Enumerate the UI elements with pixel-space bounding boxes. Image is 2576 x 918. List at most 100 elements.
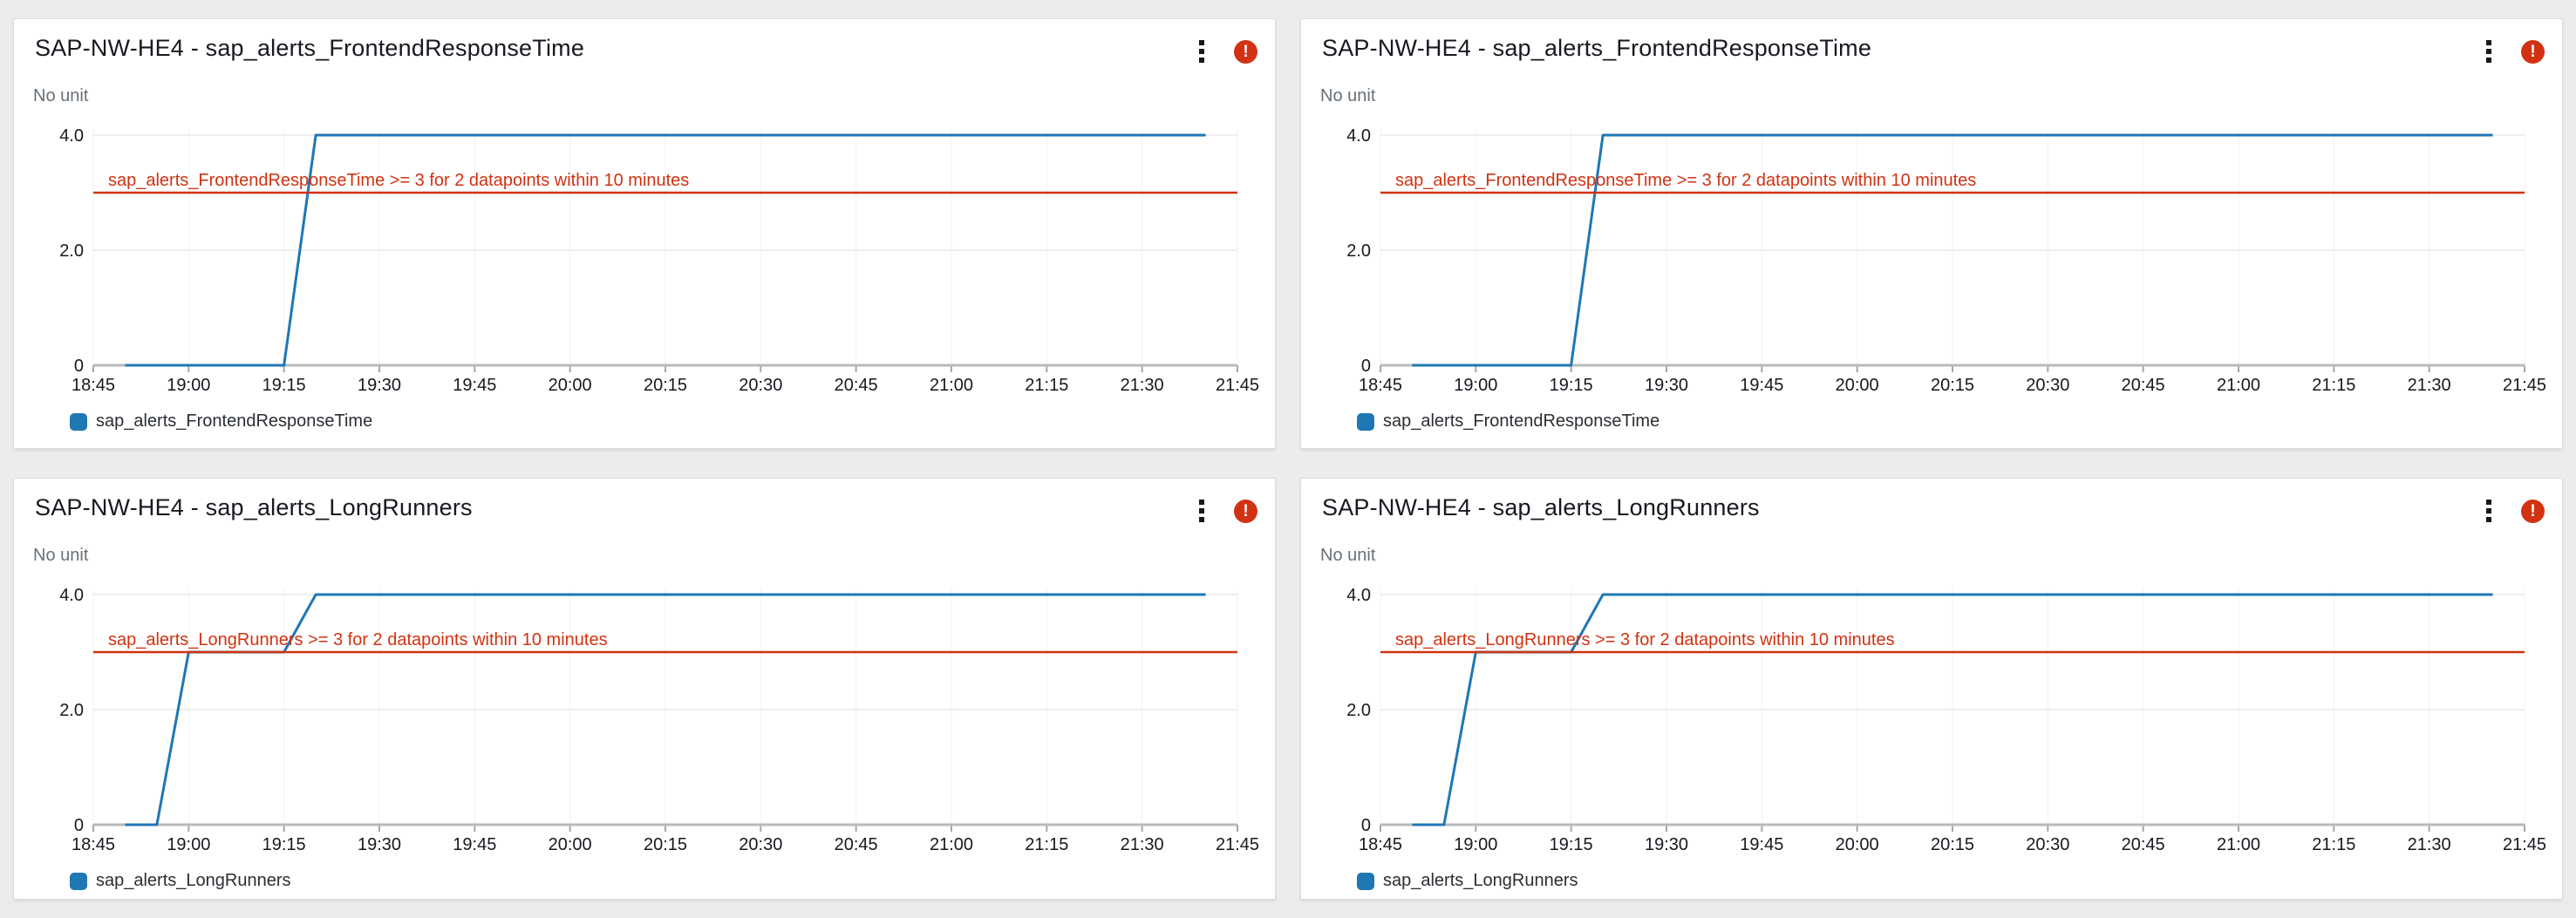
x-tick-label: 19:00 [167, 376, 210, 395]
legend-item[interactable]: sap_alerts_LongRunners [70, 871, 291, 891]
alarm-threshold-label: sap_alerts_LongRunners >= 3 for 2 datapo… [108, 630, 608, 649]
x-tick-label: 20:00 [1836, 376, 1879, 395]
kebab-dot [1199, 58, 1204, 63]
alarm-threshold-label: sap_alerts_FrontendResponseTime >= 3 for… [1395, 171, 1976, 190]
x-tick-label: 19:30 [1645, 835, 1688, 854]
axis-tick-labels: 18:45 19:00 19:15 19:30 19:45 20:00 20:15 20:30… [59, 586, 1259, 854]
x-tick-label: 20:15 [1931, 376, 1974, 395]
alarm-exclamation-glyph: ! [2530, 501, 2536, 520]
timeseries-chart[interactable]: 18:45 19:00 19:15 19:30 19:45 20:00 20:15 20:30… [24, 573, 1267, 857]
x-tick-label: 21:00 [930, 376, 973, 395]
alarm-exclamation-glyph: ! [2530, 42, 2536, 61]
widget-header: SAP-NW-HE4 - sap_alerts_LongRunners ! [1301, 479, 2562, 526]
legend-label: sap_alerts_FrontendResponseTime [1383, 411, 1660, 431]
alarm-error-icon[interactable]: ! [1234, 499, 1257, 523]
x-tick-label: 20:15 [644, 376, 687, 395]
alarm-exclamation-glyph: ! [1243, 501, 1249, 520]
x-tick-label: 21:00 [930, 835, 973, 854]
x-tick-label: 19:00 [1454, 376, 1497, 395]
x-tick-label: 21:45 [1216, 376, 1259, 395]
x-tick-label: 19:30 [358, 835, 401, 854]
widget-header-icons: ! [1196, 496, 1266, 526]
chart-legend: sap_alerts_LongRunners [1357, 871, 2562, 891]
x-tick-label: 20:30 [2026, 835, 2069, 854]
x-tick-label: 20:45 [835, 376, 878, 395]
widget-title: SAP-NW-HE4 - sap_alerts_FrontendResponse… [35, 35, 585, 61]
metric-widget-panel: SAP-NW-HE4 - sap_alerts_FrontendResponse… [13, 18, 1276, 449]
y-tick-label: 4.0 [59, 586, 84, 605]
x-tick-label: 19:15 [262, 376, 306, 395]
x-tick-label: 21:45 [1216, 835, 1259, 854]
x-tick-label: 20:30 [2026, 376, 2069, 395]
x-tick-label: 21:00 [2217, 835, 2260, 854]
x-tick-label: 20:00 [1836, 835, 1879, 854]
x-axis [92, 823, 1238, 832]
x-tick-label: 18:45 [1359, 376, 1402, 395]
x-tick-label: 19:15 [1550, 376, 1593, 395]
axis-tick-labels: 18:45 19:00 19:15 19:30 19:45 20:00 20:15 20:30… [1346, 586, 2546, 854]
legend-label: sap_alerts_LongRunners [96, 871, 291, 890]
metric-series-line [1412, 133, 2493, 367]
chart-legend: sap_alerts_FrontendResponseTime [70, 411, 1275, 432]
x-tick-label: 21:15 [1025, 376, 1068, 395]
widget-title: SAP-NW-HE4 - sap_alerts_FrontendResponse… [1322, 35, 1872, 61]
y-tick-label: 4.0 [1346, 126, 1371, 146]
x-tick-label: 21:30 [2408, 835, 2451, 854]
x-tick-label: 20:15 [1931, 835, 1974, 854]
axis-tick-labels: 18:45 19:00 19:15 19:30 19:45 20:00 20:15 20:30… [59, 126, 1259, 395]
kebab-menu-icon[interactable] [2483, 37, 2495, 66]
timeseries-chart[interactable]: 18:45 19:00 19:15 19:30 19:45 20:00 20:15 20:30… [1312, 573, 2554, 857]
y-tick-label: 4.0 [1346, 586, 1371, 605]
x-tick-label: 20:00 [549, 835, 592, 854]
kebab-dot [1199, 517, 1204, 522]
y-tick-label: 2.0 [59, 241, 84, 261]
x-tick-label: 20:30 [739, 376, 782, 395]
kebab-menu-icon[interactable] [2483, 496, 2495, 526]
vertical-gridlines [1380, 588, 2525, 825]
kebab-dot [1199, 40, 1204, 45]
metric-series-line [125, 133, 1206, 367]
y-axis-unit-label: No unit [33, 86, 89, 105]
alarm-error-icon[interactable]: ! [1234, 39, 1257, 64]
y-tick-label: 0 [74, 357, 84, 376]
kebab-menu-icon[interactable] [1196, 496, 1208, 526]
alarm-error-icon[interactable]: ! [2521, 499, 2545, 523]
x-tick-label: 19:30 [358, 376, 401, 395]
x-axis [1380, 823, 2525, 832]
alarm-error-icon[interactable]: ! [2521, 39, 2545, 64]
x-tick-label: 21:15 [2312, 376, 2355, 395]
x-tick-label: 19:45 [453, 376, 496, 395]
kebab-dot [2486, 40, 2491, 45]
y-tick-label: 0 [1361, 357, 1371, 376]
x-tick-label: 20:00 [549, 376, 592, 395]
vertical-gridlines [92, 588, 1238, 825]
x-tick-label: 19:15 [1550, 835, 1593, 854]
y-axis-unit-label: No unit [1320, 546, 1376, 565]
widget-header: SAP-NW-HE4 - sap_alerts_FrontendResponse… [14, 19, 1275, 66]
kebab-dot [1199, 49, 1204, 54]
timeseries-chart[interactable]: 18:45 19:00 19:15 19:30 19:45 20:00 20:15 20:30… [1312, 113, 2554, 398]
legend-color-swatch [70, 412, 87, 431]
legend-item[interactable]: sap_alerts_LongRunners [1357, 871, 1578, 891]
chart-legend: sap_alerts_LongRunners [70, 871, 1275, 891]
x-tick-label: 19:45 [1740, 835, 1783, 854]
kebab-dot [2486, 517, 2491, 522]
timeseries-chart[interactable]: 18:45 19:00 19:15 19:30 19:45 20:00 20:15 20:30… [24, 113, 1267, 398]
x-tick-label: 19:30 [1645, 376, 1688, 395]
kebab-menu-icon[interactable] [1196, 37, 1208, 66]
legend-item[interactable]: sap_alerts_FrontendResponseTime [1357, 411, 1659, 432]
x-tick-label: 21:45 [2503, 835, 2546, 854]
y-axis-unit-label: No unit [1320, 86, 1376, 105]
metric-widget-panel: SAP-NW-HE4 - sap_alerts_LongRunners ! No… [13, 478, 1276, 900]
y-tick-label: 0 [74, 816, 84, 835]
x-tick-label: 18:45 [72, 835, 115, 854]
x-tick-label: 21:15 [2312, 835, 2355, 854]
widget-title: SAP-NW-HE4 - sap_alerts_LongRunners [1322, 494, 1760, 520]
x-tick-label: 20:30 [739, 835, 782, 854]
legend-item[interactable]: sap_alerts_FrontendResponseTime [70, 411, 372, 432]
y-tick-label: 2.0 [59, 701, 84, 720]
y-tick-label: 2.0 [1346, 241, 1371, 261]
y-tick-label: 4.0 [59, 126, 84, 146]
x-tick-label: 19:15 [262, 835, 306, 854]
